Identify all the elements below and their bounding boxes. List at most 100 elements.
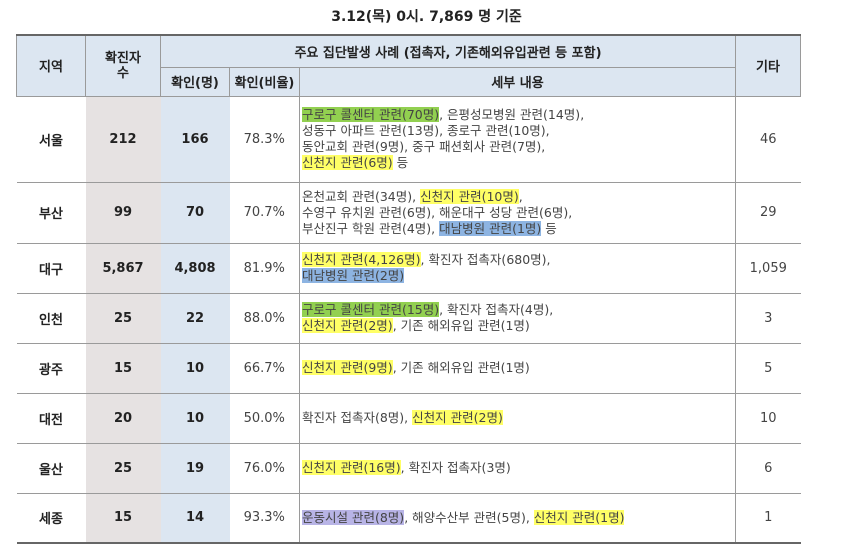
- total-cell: 15: [85, 493, 161, 544]
- other-cell: 29: [735, 182, 801, 244]
- ratio-cell: 50.0%: [229, 393, 300, 444]
- text-segment: 수영구 유치원 관련(6명), 해운대구 성당 관련(6명),: [302, 204, 573, 220]
- detail-line: 신천지 관련(6명) 등: [302, 155, 733, 171]
- text-segment: , 확진자 접촉자(3명): [400, 460, 511, 475]
- page-title: 3.12(목) 0시. 7,869 명 기준: [331, 9, 522, 25]
- detail-cell: 구로구 콜센터 관련(15명), 확진자 접촉자(4명), 신천지 관련(2명),…: [299, 293, 736, 344]
- table-row: 광주 15 10 66.7% 신천지 관련(9명), 기존 해외유입 관련(1명…: [16, 343, 801, 394]
- text-segment: 부산진구 학원 관련(4명),: [302, 220, 440, 236]
- ratio-cell: 78.3%: [229, 96, 300, 183]
- detail-cell: 온천교회 관련(34명), 신천지 관련(10명), 수영구 유치원 관련(6명)…: [299, 182, 736, 244]
- detail-line: 동안교회 관련(9명), 중구 패션회사 관련(7명),: [302, 139, 733, 155]
- total-cell: 20: [85, 393, 161, 444]
- detail-cell: 확진자 접촉자(8명), 신천지 관련(2명): [299, 393, 736, 444]
- detail-line: 부산진구 학원 관련(4명), 대남병원 관련(1명) 등: [302, 220, 733, 237]
- highlight-segment: 대남병원 관련(1명): [439, 220, 542, 236]
- ratio-cell: 93.3%: [229, 493, 300, 544]
- region-cell: 광주: [16, 343, 86, 394]
- header-confirmed-count: 확인(명): [160, 66, 230, 97]
- header-detail: 세부 내용: [299, 66, 736, 97]
- other-cell: 3: [735, 293, 801, 344]
- highlight-segment: 신천지 관련(10명): [420, 188, 519, 204]
- text-segment: 성동구 아파트 관련(13명), 종로구 관련(10명),: [302, 123, 550, 138]
- confirmed-cell: 70: [160, 182, 230, 244]
- other-cell: 1,059: [735, 243, 801, 294]
- ratio-cell: 70.7%: [229, 182, 300, 244]
- highlight-segment: 신천지 관련(2명): [412, 410, 503, 425]
- ratio-cell: 81.9%: [229, 243, 300, 294]
- header-confirmed-total: 확진자 수: [85, 34, 161, 97]
- detail-line: 수영구 유치원 관련(6명), 해운대구 성당 관련(6명),: [302, 205, 733, 221]
- total-cell: 212: [85, 96, 161, 183]
- header-confirmed-ratio: 확인(비율): [229, 66, 300, 97]
- region-cell: 대전: [16, 393, 86, 444]
- region-cell: 인천: [16, 293, 86, 344]
- text-segment: 등: [392, 155, 409, 170]
- text-segment: , 기존 해외유입 관련(1명): [392, 360, 530, 375]
- region-cell: 울산: [16, 443, 86, 494]
- detail-line: 확진자 접촉자(8명), 신천지 관련(2명): [302, 410, 733, 426]
- highlight-segment: 신천지 관련(2명): [302, 318, 393, 333]
- table-row: 인천 25 22 88.0% 구로구 콜센터 관련(15명), 확진자 접촉자(…: [16, 293, 801, 344]
- other-cell: 6: [735, 443, 801, 494]
- cluster-table: 지역 확진자 수 주요 집단발생 사례 (접촉자, 기존해외유입관련 등 포함)…: [16, 34, 801, 544]
- detail-cell: 운동시설 관련(8명), 해양수산부 관련(5명), 신천지 관련(1명): [299, 493, 736, 544]
- highlight-segment: 대남병원 관련(2명): [302, 268, 405, 283]
- confirmed-cell: 166: [160, 96, 230, 183]
- detail-line: 구로구 콜센터 관련(70명), 은평성모병원 관련(14명),: [302, 107, 733, 123]
- ratio-cell: 66.7%: [229, 343, 300, 394]
- confirmed-cell: 14: [160, 493, 230, 544]
- text-segment: , 은평성모병원 관련(14명),: [439, 107, 585, 122]
- detail-line: 성동구 아파트 관련(13명), 종로구 관련(10명),: [302, 123, 733, 139]
- table-row: 세종 15 14 93.3% 운동시설 관련(8명), 해양수산부 관련(5명)…: [16, 493, 801, 544]
- highlight-segment: 신천지 관련(4,126명): [302, 252, 421, 267]
- confirmed-cell: 4,808: [160, 243, 230, 294]
- text-segment: 동안교회 관련(9명), 중구 패션회사 관련(7명),: [302, 139, 546, 154]
- table-row: 대전 20 10 50.0% 확진자 접촉자(8명), 신천지 관련(2명) 1…: [16, 393, 801, 444]
- detail-line: 운동시설 관련(8명), 해양수산부 관련(5명), 신천지 관련(1명): [302, 509, 733, 526]
- text-segment: ,: [518, 188, 523, 204]
- text-segment: 온천교회 관련(34명),: [302, 188, 421, 204]
- text-segment: , 확진자 접촉자(680명),: [420, 252, 551, 267]
- other-cell: 1: [735, 493, 801, 544]
- total-cell: 99: [85, 182, 161, 244]
- detail-line: 신천지 관련(4,126명), 확진자 접촉자(680명),: [302, 252, 733, 268]
- total-cell: 5,867: [85, 243, 161, 294]
- detail-cell: 구로구 콜센터 관련(70명), 은평성모병원 관련(14명), 성동구 아파트 …: [299, 96, 736, 183]
- header-cluster-group: 주요 집단발생 사례 (접촉자, 기존해외유입관련 등 포함): [160, 34, 736, 68]
- other-cell: 46: [735, 96, 801, 183]
- detail-cell: 신천지 관련(9명), 기존 해외유입 관련(1명): [299, 343, 736, 394]
- detail-line: 신천지 관련(16명), 확진자 접촉자(3명): [302, 460, 733, 476]
- confirmed-cell: 22: [160, 293, 230, 344]
- region-cell: 부산: [16, 182, 86, 244]
- other-cell: 10: [735, 393, 801, 444]
- header-region: 지역: [16, 34, 86, 97]
- text-segment: , 해양수산부 관련(5명),: [404, 509, 534, 525]
- table-row: 울산 25 19 76.0% 신천지 관련(16명), 확진자 접촉자(3명) …: [16, 443, 801, 494]
- highlight-segment: 구로구 콜센터 관련(15명): [302, 302, 440, 317]
- table-row: 서울 212 166 78.3% 구로구 콜센터 관련(70명), 은평성모병원…: [16, 96, 801, 183]
- detail-line: 신천지 관련(9명), 기존 해외유입 관련(1명): [302, 360, 733, 376]
- table-row: 대구 5,867 4,808 81.9% 신천지 관련(4,126명), 확진자…: [16, 243, 801, 294]
- highlight-segment: 신천지 관련(1명): [533, 509, 625, 525]
- other-cell: 5: [735, 343, 801, 394]
- region-cell: 서울: [16, 96, 86, 183]
- highlight-segment: 신천지 관련(6명): [302, 155, 393, 170]
- total-cell: 25: [85, 443, 161, 494]
- detail-cell: 신천지 관련(16명), 확진자 접촉자(3명): [299, 443, 736, 494]
- confirmed-cell: 10: [160, 393, 230, 444]
- region-cell: 세종: [16, 493, 86, 544]
- highlight-segment: 신천지 관련(16명): [302, 460, 401, 475]
- header-other: 기타: [735, 34, 801, 97]
- total-cell: 25: [85, 293, 161, 344]
- detail-line: 구로구 콜센터 관련(15명), 확진자 접촉자(4명),: [302, 302, 733, 318]
- detail-line: 대남병원 관련(2명): [302, 268, 733, 284]
- region-cell: 대구: [16, 243, 86, 294]
- confirmed-cell: 19: [160, 443, 230, 494]
- text-segment: 확진자 접촉자(8명),: [302, 410, 413, 425]
- text-segment: , 기존 해외유입 관련(1명): [392, 318, 530, 333]
- highlight-segment: 신천지 관련(9명): [302, 360, 393, 375]
- confirmed-cell: 10: [160, 343, 230, 394]
- highlight-segment: 구로구 콜센터 관련(70명): [302, 107, 440, 122]
- highlight-segment: 운동시설 관련(8명): [302, 509, 405, 525]
